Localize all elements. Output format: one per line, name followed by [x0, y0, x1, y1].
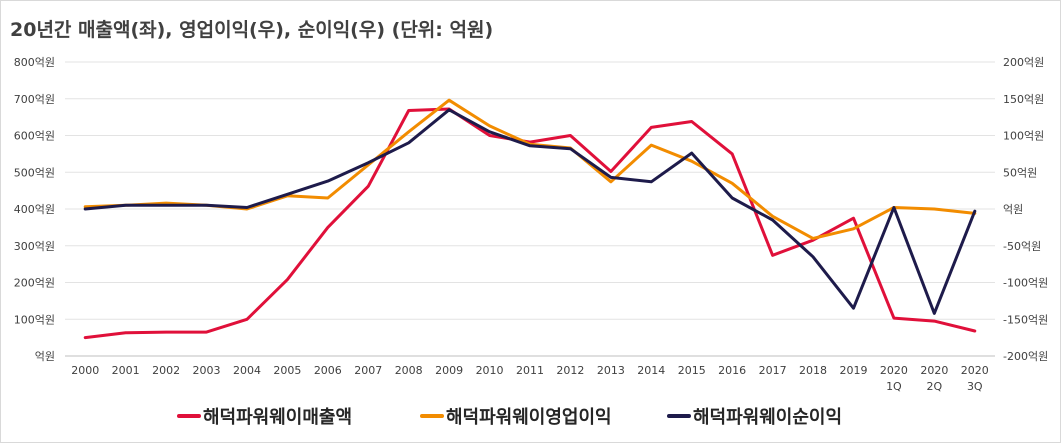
x-tick-label: 2008: [395, 364, 423, 377]
series-line: [83, 98, 977, 240]
x-tick-label: 2004: [233, 364, 261, 377]
x-tick-label: 2014: [637, 364, 665, 377]
x-tick-label: 3Q: [967, 380, 983, 393]
series-line: [83, 108, 977, 315]
x-tick-label: 2020: [880, 364, 908, 377]
y-right-tick-label: 100억원: [1003, 130, 1044, 143]
x-tick-label: 1Q: [886, 380, 902, 393]
y-left-tick-label: 500억원: [14, 166, 55, 179]
x-tick-label: 2010: [476, 364, 504, 377]
y-left-tick-label: 200억원: [14, 277, 55, 290]
x-tick-label: 2005: [273, 364, 301, 377]
y-right-tick-label: 억원: [1003, 203, 1023, 216]
x-tick-label: 2002: [152, 364, 180, 377]
x-tick-label: 2007: [354, 364, 382, 377]
x-tick-label: 2012: [556, 364, 584, 377]
y-left-tick-label: 100억원: [14, 313, 55, 326]
x-tick-label: 2001: [112, 364, 140, 377]
y-right-tick-label: 50억원: [1003, 166, 1037, 179]
x-tick-label: 2017: [759, 364, 787, 377]
x-tick-label: 2020: [961, 364, 989, 377]
legend-label: 해덕파워웨이순이익: [693, 406, 842, 428]
y-left-tick-label: 300억원: [14, 240, 55, 253]
y-left-tick-label: 600억원: [14, 130, 55, 143]
x-tick-label: 2016: [718, 364, 746, 377]
x-tick-label: 2011: [516, 364, 544, 377]
chart-title: 20년간 매출액(좌), 영업이익(우), 순이익(우) (단위: 억원): [10, 19, 494, 41]
x-tick-label: 2003: [193, 364, 221, 377]
y-left-tick-label: 700억원: [14, 93, 55, 106]
y-left-tick-label: 800억원: [14, 56, 55, 69]
x-tick-label: 2019: [839, 364, 867, 377]
y-right-tick-label: -100억원: [1003, 277, 1048, 290]
y-right-tick-label: -50억원: [1003, 240, 1041, 253]
y-left-tick-label: 억원: [35, 350, 55, 363]
y-left-tick-label: 400억원: [14, 203, 55, 216]
y-right-tick-label: -200억원: [1003, 350, 1048, 363]
x-tick-label: 2013: [597, 364, 625, 377]
series-line: [83, 107, 977, 340]
x-tick-label: 2015: [678, 364, 706, 377]
legend-label: 해덕파워웨이영업이익: [446, 406, 612, 428]
x-tick-label: 2009: [435, 364, 463, 377]
x-tick-label: 2020: [920, 364, 948, 377]
x-tick-label: 2Q: [927, 380, 943, 393]
y-right-tick-label: -150억원: [1003, 313, 1048, 326]
x-tick-label: 2000: [71, 364, 99, 377]
y-right-tick-label: 150억원: [1003, 93, 1044, 106]
legend-label: 해덕파워웨이매출액: [203, 406, 352, 428]
x-tick-label: 2006: [314, 364, 342, 377]
y-right-tick-label: 200억원: [1003, 56, 1044, 69]
x-tick-label: 2018: [799, 364, 827, 377]
